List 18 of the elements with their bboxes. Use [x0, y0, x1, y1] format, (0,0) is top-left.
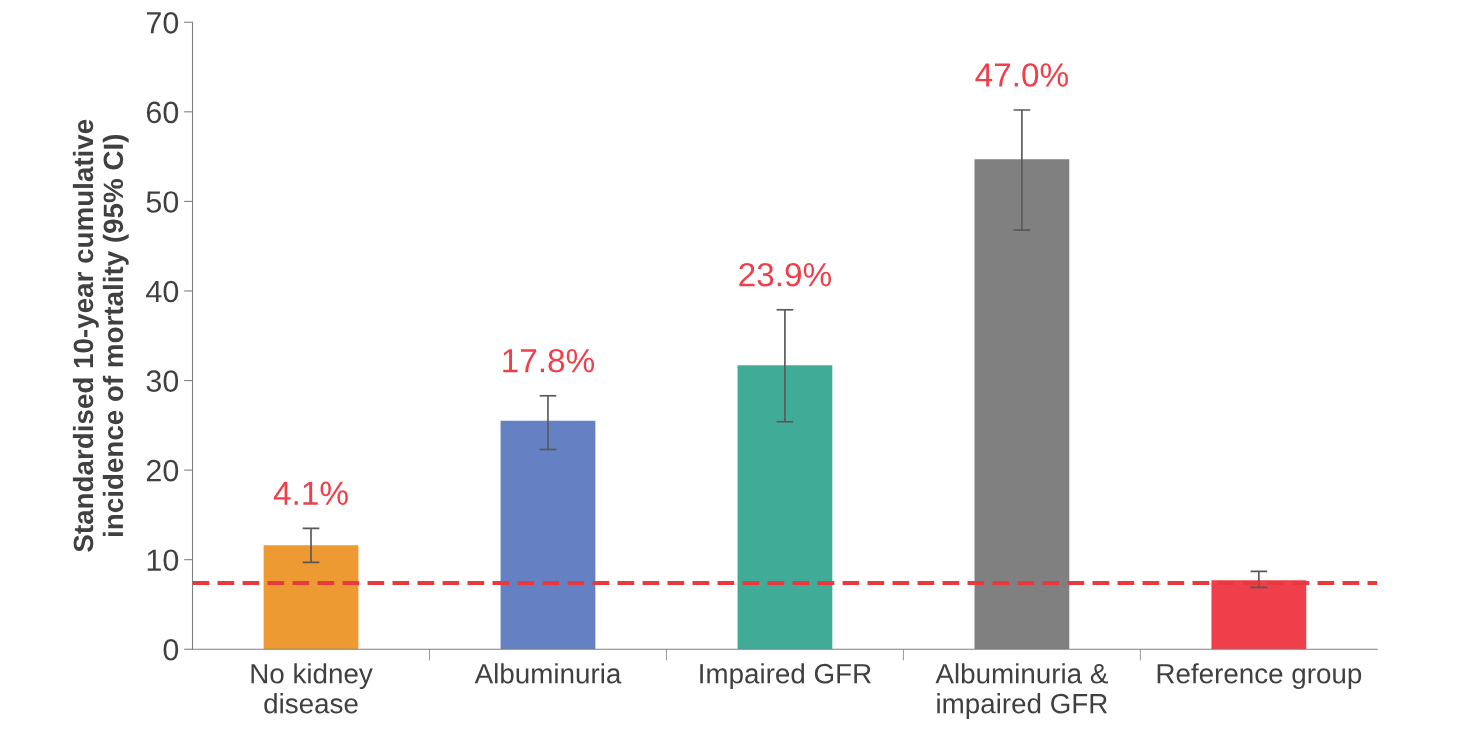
x-tick-label: Impaired GFR [700, 663, 871, 690]
y-tick-label: 0 [163, 638, 179, 661]
y-tick-label: 20 [146, 459, 179, 482]
x-tick-label: Reference group [1157, 663, 1362, 690]
annotation: 47.0% [975, 63, 1068, 87]
y-tick-label: 10 [147, 549, 179, 572]
y-tick-label: 60 [146, 101, 179, 124]
x-tick-label: Albuminuria [474, 663, 622, 684]
y-tick-label: 70 [146, 12, 179, 34]
y-axis-title: Standardised 10-year cumulative incidence of mortality (95% CI) [72, 119, 129, 552]
x-tick-label: Albuminuria & impaired GFR [935, 663, 1108, 719]
x-tick-label: No kidney disease [251, 663, 373, 714]
y-tick-label: 50 [146, 191, 179, 213]
annotation: 23.9% [739, 262, 831, 287]
y-tick-label: 30 [146, 370, 179, 392]
annotation: 4.1% [273, 481, 348, 505]
annotation: 17.8% [503, 348, 595, 373]
y-tick-label: 40 [146, 280, 179, 303]
